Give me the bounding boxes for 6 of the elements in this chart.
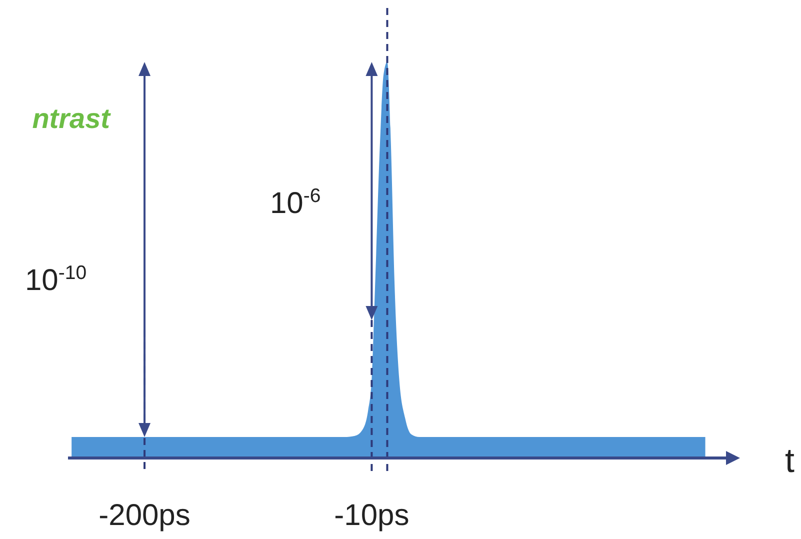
annotation: 10$^{-6}$ (270, 185, 321, 220)
annotation: 10$^{-10}$ (25, 262, 87, 297)
x-tick-label: -200ps (98, 499, 190, 532)
x-axis-title: t (785, 442, 795, 480)
annotation: ntrast (32, 103, 112, 134)
x-tick-label: -10ps (334, 499, 410, 532)
